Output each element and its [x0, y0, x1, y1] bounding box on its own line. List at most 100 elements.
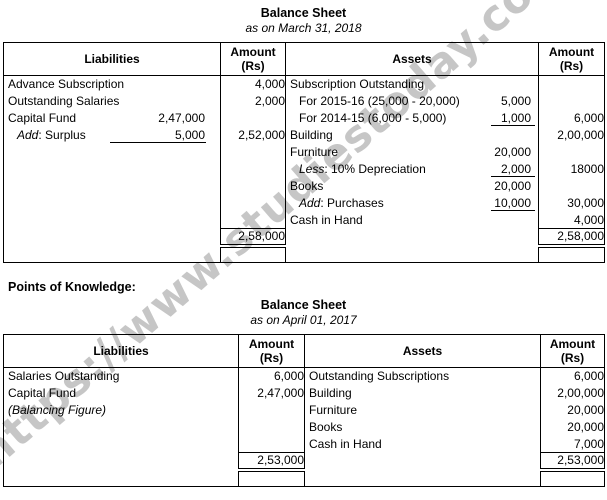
item-label: Furniture [290, 145, 491, 159]
balance-sheet-title-2018: Balance Sheet [260, 6, 347, 20]
cell-content: Outstanding Subscriptions [305, 369, 540, 383]
liability-amount-cell [220, 194, 286, 212]
liability-item-cell [3, 228, 221, 246]
liability-item-cell: (Balancing Figure) [3, 401, 239, 419]
cell-content: Furniture [305, 403, 540, 417]
column-header-label: Liabilities [93, 344, 149, 358]
liability-amount-cell [238, 435, 305, 453]
asset-amount-cell: 18000 [538, 160, 605, 178]
table-row: Outstanding Salaries 2,000 For 2015-16 (25… [3, 92, 605, 110]
cell-content: Add: Purchases 10,000 [286, 196, 538, 211]
cell-content: For 2015-16 (25,000 - 20,000) 5,000 [286, 94, 538, 108]
closing-row [3, 243, 605, 263]
asset-item-cell: Subscription Outstanding [285, 75, 539, 93]
asset-amount-cell [538, 143, 605, 161]
label-part: Furniture [309, 403, 358, 417]
item-label: Salaries Outstanding [8, 369, 238, 383]
double-rule-cell [220, 243, 286, 263]
label-part: Capital Fund [8, 386, 77, 400]
asset-item-cell: Cash in Hand [285, 211, 539, 229]
liability-item-cell: Outstanding Salaries [3, 92, 221, 110]
column-header: Amount (Rs) [238, 334, 305, 368]
liability-item-cell [3, 245, 221, 263]
item-label: Capital Fund [8, 386, 238, 400]
assets-total-amount: 2,58,000 [538, 228, 605, 246]
asset-amount-cell [538, 92, 605, 110]
liability-amount-cell: 2,47,000 [238, 384, 305, 402]
table-row: Furniture 20,000 [3, 143, 605, 161]
item-label: For 2015-16 (25,000 - 20,000) [290, 94, 491, 108]
table-row: Books 20,000 [3, 418, 605, 436]
column-header: Amount (Rs) [220, 42, 286, 76]
sub-amount: 10,000 [491, 196, 535, 211]
liability-item-cell: Add: Surplus 5,000 [3, 126, 221, 144]
item-label: Building [290, 128, 538, 142]
table-row: Capital Fund 2,47,000 For 2014-15 (6,000 -… [3, 109, 605, 127]
sub-amount: 1,000 [491, 111, 535, 126]
liability-amount-cell: 4,000 [220, 75, 286, 93]
column-header: Assets [285, 42, 539, 76]
asset-item-cell: Books [304, 418, 541, 436]
cell-content: For 2014-15 (6,000 - 5,000) 1,000 [286, 111, 538, 126]
column-header-unit: (Rs) [259, 351, 284, 365]
balance-sheet-date-2018: as on March 31, 2018 [245, 21, 362, 35]
liability-item-cell [3, 418, 239, 436]
liability-item-cell [3, 435, 239, 453]
label-part: Add [299, 196, 321, 210]
cell-content: Capital Fund [4, 386, 238, 400]
asset-amount-cell [538, 75, 605, 93]
label-part: Cash in Hand [290, 213, 363, 227]
liability-amount-cell [220, 177, 286, 195]
cell-content: Books 20,000 [286, 179, 538, 193]
cell-content: Add: Surplus 5,000 [4, 128, 220, 143]
column-header-label: Amount [549, 337, 596, 351]
table-row: Cash in Hand 4,000 [3, 211, 605, 229]
label-part: Less [299, 162, 325, 176]
asset-item-cell: Furniture 20,000 [285, 143, 539, 161]
sub-amount: 5,000 [110, 128, 206, 143]
cell-content: Salaries Outstanding [4, 369, 238, 383]
cell-content: Books [305, 420, 540, 434]
column-header-label: Liabilities [84, 52, 140, 66]
asset-amount-cell: 30,000 [538, 194, 605, 212]
liability-item-cell [3, 177, 221, 195]
table-row: Books 20,000 [3, 177, 605, 195]
item-label: Outstanding Salaries [8, 94, 220, 108]
sub-amount: 20,000 [494, 179, 531, 193]
liability-amount-cell [220, 160, 286, 178]
total-row: 2,53,000 2,53,000 [3, 452, 605, 470]
liability-amount-cell [220, 211, 286, 229]
label-part: Outstanding Subscriptions [309, 369, 450, 384]
table-row: Capital Fund 2,47,000 Building 2,00,000 [3, 384, 605, 402]
label-part: Add [17, 128, 39, 142]
asset-amount-cell: 6,000 [538, 109, 605, 127]
liability-item-cell [3, 469, 239, 487]
asset-amount-cell: 7,000 [540, 435, 605, 453]
column-header-label: Amount [248, 337, 295, 351]
item-label: For 2014-15 (6,000 - 5,000) [290, 111, 491, 125]
column-header-label: Amount [548, 45, 595, 59]
column-header-unit: (Rs) [241, 59, 265, 73]
asset-item-cell: Less: 10% Depreciation 2,000 [285, 160, 539, 178]
column-header-label: Assets [392, 52, 432, 66]
table-row: Add: Purchases 10,000 30,000 [3, 194, 605, 212]
cell-content: Subscription Outstanding [286, 77, 538, 91]
label-part: : 10% Depreciation [324, 162, 426, 176]
liability-item-cell: Salaries Outstanding [3, 367, 239, 385]
item-label: Subscription Outstanding [290, 77, 538, 91]
item-label: Books [290, 179, 491, 193]
asset-item-cell: Outstanding Subscriptions [304, 367, 541, 385]
double-rule-cell [538, 243, 605, 263]
item-label: Cash in Hand [309, 437, 540, 451]
label-part: Furniture [290, 145, 339, 159]
balance-sheet-table-2018: Liabilities Amount (Rs) Assets Amount (Rs) Ad… [3, 42, 605, 263]
label-part: Cash in Hand [309, 437, 382, 451]
table-row: (Balancing Figure) Furniture 20,000 [3, 401, 605, 419]
table-row: Cash in Hand 7,000 [3, 435, 605, 453]
cell-content: Advance Subscription [4, 77, 220, 91]
item-label: Advance Subscription [8, 77, 220, 91]
points-of-knowledge-heading: Points of Knowledge: [8, 280, 136, 294]
item-label: Add: Surplus [8, 128, 110, 142]
cell-content: Building [305, 386, 540, 400]
